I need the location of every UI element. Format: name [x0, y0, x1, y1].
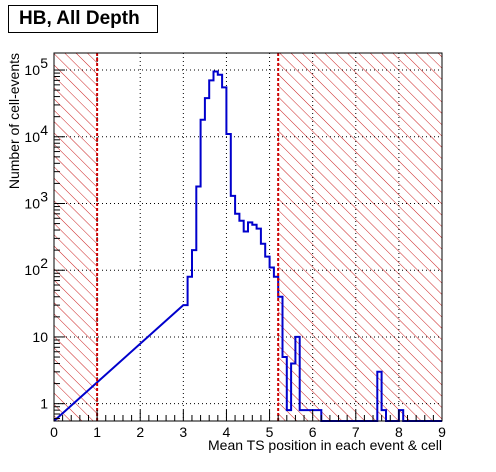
y-tick-label: 10 — [32, 329, 48, 345]
y-tick-exponent: 3 — [40, 188, 48, 204]
plot-frame — [53, 52, 443, 422]
x-tick-label: 1 — [93, 424, 101, 440]
y-tick-exponent: 5 — [40, 55, 48, 71]
x-tick-label: 4 — [223, 424, 231, 440]
excluded-region — [54, 53, 98, 421]
y-axis-label: Number of cell-events — [6, 53, 22, 189]
x-tick-label: 3 — [179, 424, 187, 440]
x-tick-label: 7 — [352, 424, 360, 440]
x-axis-label: Mean TS position in each event & cell — [208, 437, 442, 453]
y-tick-exponent: 2 — [40, 255, 48, 271]
y-tick-label: 10 — [24, 62, 40, 78]
x-tick-label: 9 — [438, 424, 446, 440]
y-tick-label: 10 — [24, 195, 40, 211]
excluded-region — [278, 53, 442, 421]
y-tick-exponent: 4 — [40, 122, 48, 138]
y-tick-label: 10 — [24, 129, 40, 145]
y-tick-label: 1 — [40, 396, 48, 412]
x-tick-label: 6 — [309, 424, 317, 440]
x-tick-label: 2 — [136, 424, 144, 440]
x-tick-label: 8 — [395, 424, 403, 440]
x-tick-label: 5 — [266, 424, 274, 440]
x-tick-label: 0 — [50, 424, 58, 440]
chart-title: HB, All Depth — [8, 5, 158, 33]
y-tick-label: 10 — [24, 262, 40, 278]
